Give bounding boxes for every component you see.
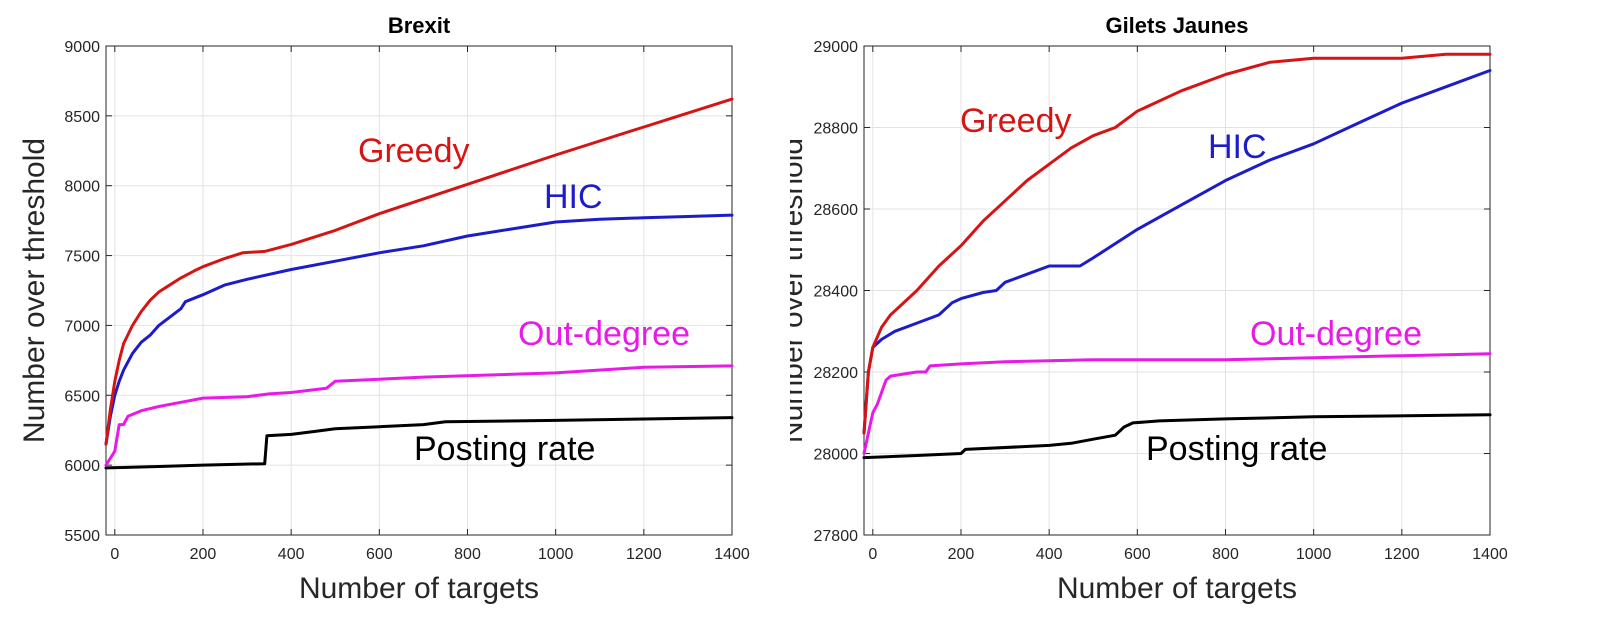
x-tick-label: 600 xyxy=(1124,546,1151,563)
brexit-series-hic xyxy=(104,213,734,446)
brexit-label-hic: HIC xyxy=(544,178,603,216)
gilets-jaunes-title: Gilets Jaunes xyxy=(1105,13,1248,38)
brexit-series-greedy xyxy=(104,97,734,446)
gilets-jaunes-label-hic: HIC xyxy=(1208,128,1267,166)
y-tick-label: 28600 xyxy=(814,202,859,219)
y-tick-label: 28800 xyxy=(814,121,859,138)
gilets-jaunes-series-out-degree xyxy=(862,352,1492,455)
y-tick-label: 8500 xyxy=(64,109,100,126)
y-tick-label: 6500 xyxy=(64,388,100,405)
brexit-plot-frame xyxy=(105,45,733,536)
brexit-title: Brexit xyxy=(388,13,451,38)
y-tick-label: 8000 xyxy=(64,179,100,196)
y-tick-label: 7000 xyxy=(64,318,100,335)
x-tick-label: 200 xyxy=(190,546,217,563)
x-tick-label: 1000 xyxy=(1296,546,1332,563)
brexit-series-posting-rate xyxy=(104,416,734,470)
x-tick-label: 1400 xyxy=(714,546,750,563)
y-tick-label: 7500 xyxy=(64,249,100,266)
x-tick-label: 1200 xyxy=(1384,546,1420,563)
y-tick-label: 28200 xyxy=(814,365,859,382)
x-tick-label: 800 xyxy=(454,546,481,563)
brexit-label-out-degree: Out-degree xyxy=(518,315,690,353)
brexit-grid xyxy=(106,45,733,536)
x-tick-label: 1000 xyxy=(538,546,574,563)
brexit-y-axis-label: Number over threshold xyxy=(18,138,51,443)
gilets-jaunes-label-greedy: Greedy xyxy=(960,102,1072,140)
x-tick-label: 1400 xyxy=(1472,546,1508,563)
brexit-x-axis-label: Number of targets xyxy=(299,572,539,605)
chart-brexit-svg: 0 200 400 600 800 1000 1200 1400 5500 6000 6500 700… xyxy=(18,13,750,605)
y-tick-label: 5500 xyxy=(64,528,100,545)
x-tick-label: 800 xyxy=(1212,546,1239,563)
gilets-jaunes-series-posting-rate xyxy=(862,413,1492,460)
x-tick-label: 400 xyxy=(1036,546,1063,563)
y-tick-label: 29000 xyxy=(814,39,859,56)
x-tick-label: 1200 xyxy=(626,546,662,563)
y-tick-label: 6000 xyxy=(64,458,100,475)
x-tick-label: 0 xyxy=(868,546,877,563)
x-tick-label: 600 xyxy=(366,546,393,563)
brexit-label-greedy: Greedy xyxy=(358,132,470,170)
gilets-jaunes-series-greedy xyxy=(862,52,1492,435)
y-tick-label: 28400 xyxy=(814,284,859,301)
y-tick-label: 27800 xyxy=(814,528,859,545)
gilets-jaunes-label-out-degree: Out-degree xyxy=(1250,315,1422,353)
gilets-jaunes-x-axis-label: Number of targets xyxy=(1057,572,1297,605)
chart-gilets-jaunes: 0 200 400 600 800 1000 1200 1400 27800 28000 28200… xyxy=(790,0,1606,621)
x-tick-label: 200 xyxy=(948,546,975,563)
gilets-jaunes-series-hic xyxy=(862,69,1492,435)
y-tick-label: 9000 xyxy=(64,39,100,56)
brexit-series-out-degree xyxy=(104,364,734,467)
y-tick-label: 28000 xyxy=(814,447,859,464)
x-tick-label: 400 xyxy=(278,546,305,563)
gilets-jaunes-y-axis-label: Number over threshold xyxy=(790,138,809,443)
gilets-jaunes-label-posting-rate: Posting rate xyxy=(1146,430,1327,468)
brexit-label-posting-rate: Posting rate xyxy=(414,430,595,468)
x-tick-label: 0 xyxy=(110,546,119,563)
chart-brexit: 0 200 400 600 800 1000 1200 1400 5500 6000 6500 700… xyxy=(0,0,790,621)
chart-gilets-jaunes-svg: 0 200 400 600 800 1000 1200 1400 27800 28000 28200… xyxy=(790,13,1508,605)
